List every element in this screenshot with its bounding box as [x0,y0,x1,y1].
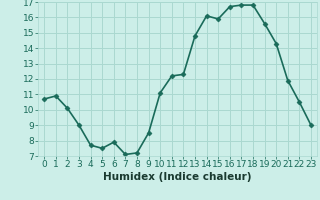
X-axis label: Humidex (Indice chaleur): Humidex (Indice chaleur) [103,172,252,182]
